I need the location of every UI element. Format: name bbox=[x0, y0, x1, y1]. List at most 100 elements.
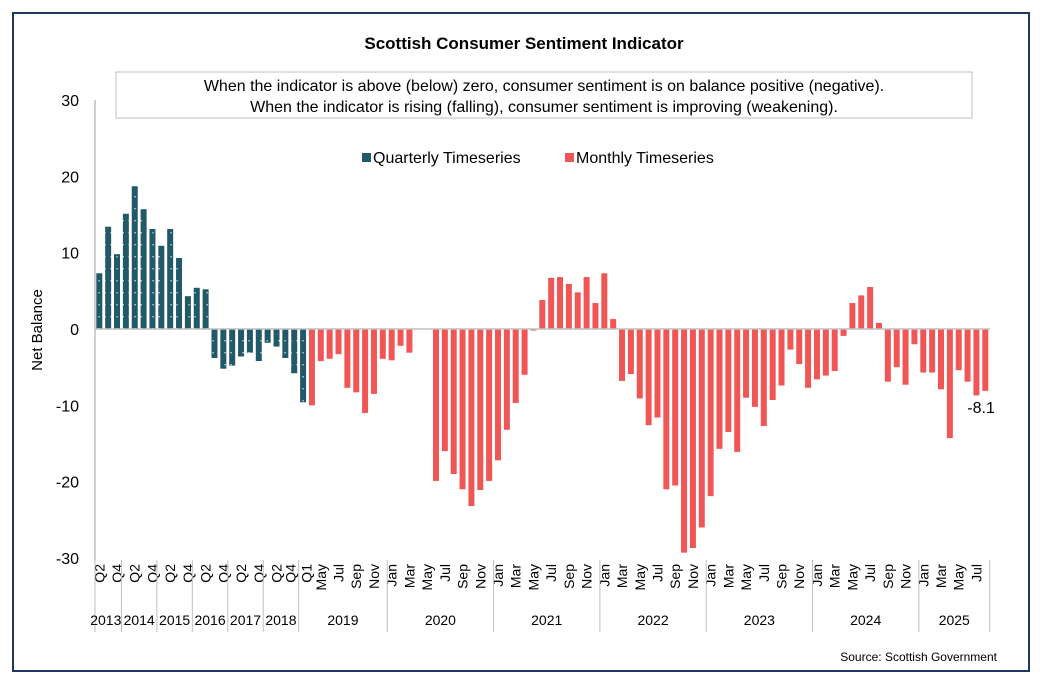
bar-monthly bbox=[548, 277, 555, 329]
x-tick-label: Nov bbox=[791, 564, 807, 589]
bar-monthly bbox=[743, 329, 750, 398]
bar-monthly bbox=[441, 329, 448, 452]
x-tick-label: Sep bbox=[667, 564, 683, 589]
legend-swatch-quarterly bbox=[362, 153, 371, 162]
year-label: 2022 bbox=[637, 612, 668, 628]
bar-monthly bbox=[707, 329, 714, 497]
bar-quarterly bbox=[96, 273, 103, 329]
bar-monthly bbox=[813, 329, 820, 380]
bar-quarterly bbox=[202, 289, 209, 329]
bar-monthly bbox=[495, 329, 501, 461]
bar-monthly bbox=[557, 277, 564, 329]
x-tick-label: Jul bbox=[649, 564, 665, 582]
year-label: 2013 bbox=[90, 612, 121, 628]
bar-monthly bbox=[858, 295, 865, 329]
x-tick-label: Sep bbox=[561, 564, 577, 589]
year-label: 2021 bbox=[531, 612, 562, 628]
bar-monthly bbox=[450, 329, 457, 475]
bar-monthly bbox=[884, 329, 891, 382]
bar-quarterly bbox=[220, 329, 227, 369]
bar-monthly bbox=[468, 329, 475, 507]
chart-title: Scottish Consumer Sentiment Indicator bbox=[364, 34, 684, 53]
x-tick-label: May bbox=[844, 564, 860, 590]
y-tick-label: 30 bbox=[61, 93, 79, 110]
annotation-line-2: When the indicator is rising (falling), … bbox=[250, 99, 838, 116]
bar-monthly bbox=[654, 329, 661, 418]
x-tick-label: Nov bbox=[685, 564, 701, 589]
bar-monthly bbox=[663, 329, 670, 490]
bar-monthly bbox=[716, 329, 723, 449]
x-tick-label: Nov bbox=[472, 564, 488, 589]
legend-label-quarterly: Quarterly Timeseries bbox=[373, 150, 521, 167]
bar-monthly bbox=[406, 329, 413, 353]
bar-monthly bbox=[973, 329, 980, 396]
bar-monthly bbox=[565, 283, 572, 329]
x-tick-label: Sep bbox=[348, 564, 364, 589]
bar-quarterly bbox=[167, 229, 174, 329]
annotation-line-1: When the indicator is above (below) zero… bbox=[204, 78, 884, 95]
bar-monthly bbox=[689, 329, 696, 549]
x-tick-label: May bbox=[632, 564, 648, 590]
x-tick-label: Jul bbox=[862, 564, 878, 582]
bar-monthly bbox=[760, 329, 767, 426]
x-tick-label: May bbox=[419, 564, 435, 590]
x-tick-label: Q4 bbox=[144, 564, 160, 583]
source-note: Source: Scottish Government bbox=[840, 650, 997, 664]
year-label: 2019 bbox=[327, 612, 358, 628]
bar-monthly bbox=[725, 329, 732, 433]
bar-quarterly bbox=[273, 329, 280, 347]
y-tick-label: -10 bbox=[56, 398, 79, 415]
x-tick-label: Q2 bbox=[127, 564, 143, 583]
year-label: 2014 bbox=[124, 612, 155, 628]
x-tick-label: Q2 bbox=[233, 564, 249, 583]
bar-monthly bbox=[831, 329, 838, 371]
bar-monthly bbox=[335, 329, 342, 355]
x-tick-label: Jul bbox=[543, 564, 559, 582]
year-label: 2023 bbox=[744, 612, 775, 628]
x-tick-label: Mar bbox=[614, 564, 630, 588]
bar-monthly bbox=[982, 329, 989, 391]
bar-monthly bbox=[902, 329, 909, 385]
x-tick-label: May bbox=[738, 564, 754, 590]
bar-monthly bbox=[530, 329, 537, 331]
bar-monthly bbox=[432, 329, 439, 481]
bar-monthly bbox=[805, 329, 812, 388]
year-label: 2025 bbox=[939, 612, 970, 628]
bar-quarterly bbox=[158, 245, 165, 329]
year-label: 2017 bbox=[230, 612, 261, 628]
bar-monthly bbox=[353, 329, 360, 393]
x-tick-label: Jan bbox=[809, 564, 825, 587]
bar-monthly bbox=[822, 329, 829, 376]
x-tick-label: Q4 bbox=[251, 564, 267, 583]
bar-monthly bbox=[486, 329, 493, 481]
year-label: 2024 bbox=[850, 612, 881, 628]
y-tick-label: -20 bbox=[56, 475, 79, 492]
x-tick-label: Q2 bbox=[198, 564, 214, 583]
bar-monthly bbox=[619, 329, 626, 381]
x-tick-label: Jul bbox=[437, 564, 453, 582]
x-tick-label: Nov bbox=[579, 564, 595, 589]
bar-quarterly bbox=[300, 329, 307, 403]
x-tick-label: Q4 bbox=[180, 564, 196, 583]
legend: Quarterly Timeseries Monthly Timeseries bbox=[362, 150, 714, 167]
x-tick-label: Q1 bbox=[299, 564, 315, 583]
bar-quarterly bbox=[291, 329, 298, 374]
bar-monthly bbox=[964, 329, 971, 382]
bar-monthly bbox=[796, 329, 803, 365]
x-tick-label: Q4 bbox=[283, 564, 299, 583]
year-label: 2020 bbox=[425, 612, 456, 628]
x-tick-label: Jan bbox=[596, 564, 612, 587]
bar-quarterly bbox=[238, 329, 245, 357]
bar-monthly bbox=[344, 329, 351, 388]
bar-monthly bbox=[955, 329, 962, 371]
bar-monthly bbox=[317, 329, 324, 362]
x-tick-label: Jul bbox=[968, 564, 984, 582]
bar-monthly bbox=[840, 329, 847, 336]
bar-monthly bbox=[627, 329, 634, 375]
bar-monthly bbox=[521, 329, 528, 375]
bar-monthly bbox=[929, 329, 936, 373]
bar-monthly bbox=[734, 329, 741, 452]
bar-monthly bbox=[778, 329, 785, 386]
